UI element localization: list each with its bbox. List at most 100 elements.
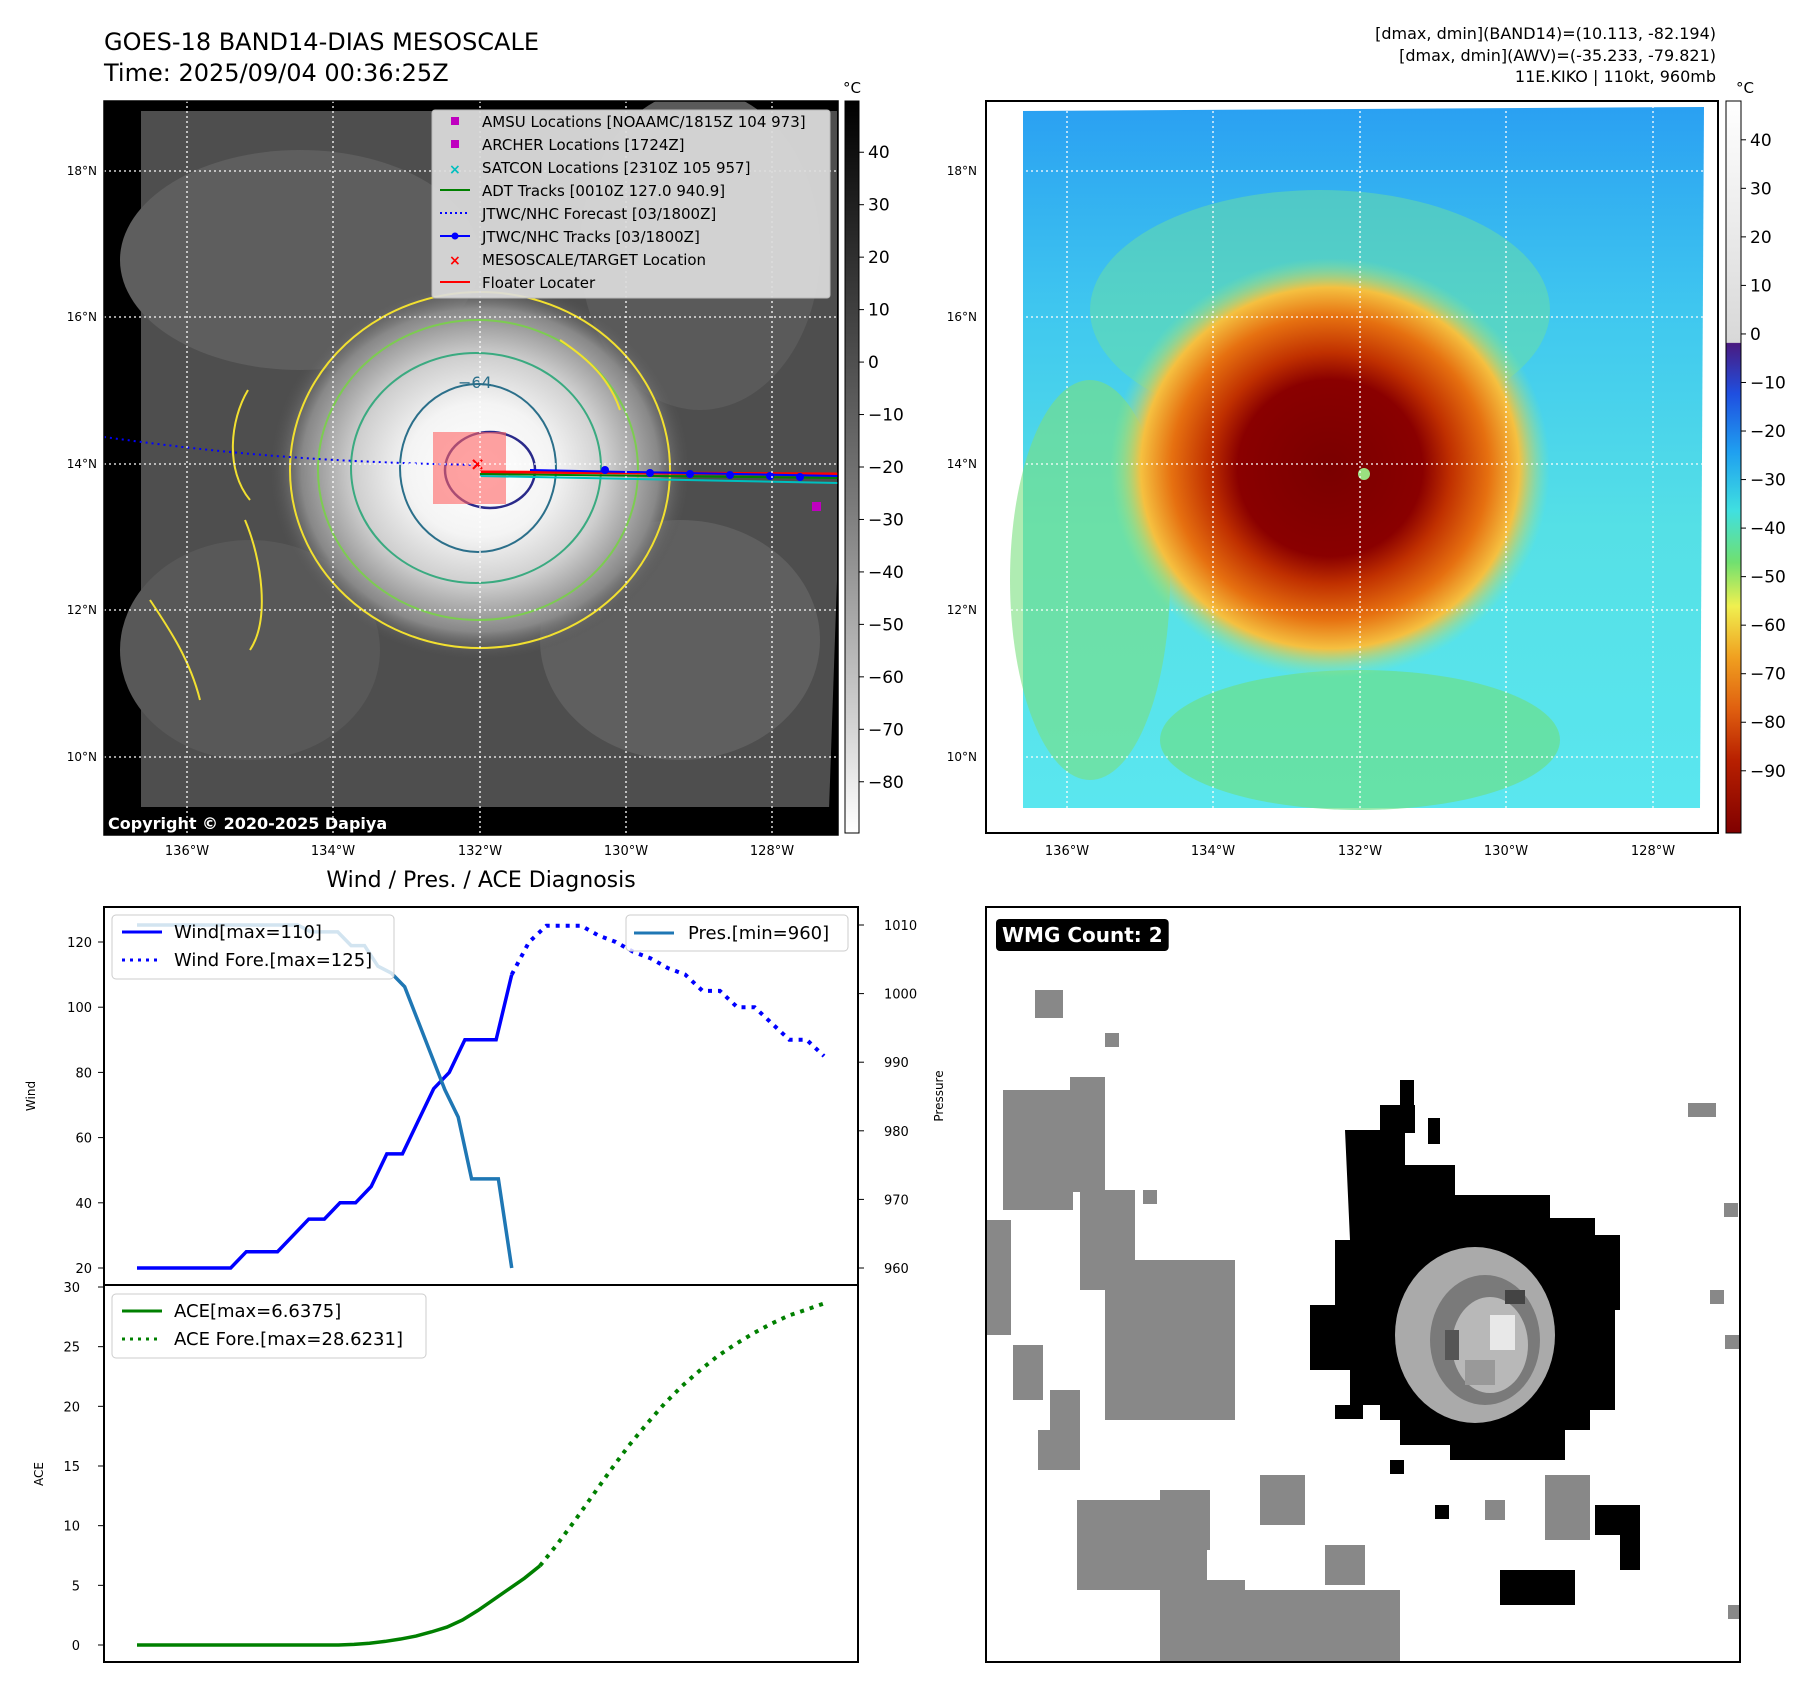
lat-tick-label: 14°N	[67, 457, 97, 471]
awv-colorbar: °C 40 30 20 10 0 −10 −20 −30 −40 −50 −60 −70 −80 −90	[1725, 79, 1786, 834]
lon-tick-label: 134°W	[1191, 844, 1235, 859]
lat-tick-label: 18°N	[67, 164, 97, 178]
ir-colorbar-unit: °C	[843, 79, 861, 97]
legend-floater: Floater Locater	[482, 274, 596, 292]
colorbar-tick-label: −20	[1750, 422, 1786, 442]
forecast-track	[103, 436, 481, 466]
colorbar-tick-label: 40	[1750, 131, 1772, 151]
legend-ace-fore: ACE Fore.[max=28.6231]	[174, 1329, 403, 1350]
lat-tick-label: 16°N	[67, 310, 97, 324]
ace-chart: ACE 0 5 10 15 20 25 30 ACE[max=6.6375] ACE For…	[32, 1281, 859, 1663]
colorbar-tick-label: 20	[868, 248, 890, 268]
track-lines: ×	[470, 454, 839, 511]
colorbar-tick-label: −40	[1750, 519, 1786, 539]
wind-forecast-line	[509, 923, 826, 1058]
colorbar-tick-label: 20	[1750, 228, 1772, 248]
lat-tick-label: 18°N	[947, 164, 977, 178]
colorbar-tick-label: 40	[868, 143, 890, 163]
figure-title-line1: GOES-18 BAND14-DIAS MESOSCALE	[104, 28, 539, 56]
colorbar-tick-label: −50	[868, 615, 904, 635]
legend-ace: ACE[max=6.6375]	[174, 1301, 341, 1322]
colorbar-tick-label: 0	[1750, 325, 1761, 345]
diagnosis-title: Wind / Pres. / ACE Diagnosis	[326, 868, 635, 893]
colorbar-tick-label: −50	[1750, 568, 1786, 588]
pressure-tick-label: 970	[884, 1193, 909, 1208]
wind-line	[137, 974, 514, 1270]
pressure-tick-label: 1000	[884, 988, 917, 1003]
pressure-tick-label: 980	[884, 1125, 909, 1140]
legend-satcon: SATCON Locations [2310Z 105 957]	[482, 159, 750, 177]
target-box	[433, 432, 506, 504]
colorbar-tick-label: −80	[1750, 713, 1786, 733]
lon-tick-label: 130°W	[604, 844, 648, 859]
colorbar-tick-label: −20	[868, 458, 904, 478]
svg-text:×: ×	[470, 454, 485, 475]
wmg-count-label: WMG Count: 2	[1002, 923, 1163, 947]
awv-colorbar-unit: °C	[1736, 79, 1754, 97]
colorbar-tick-label: −60	[1750, 616, 1786, 636]
info-line1: [dmax, dmin](BAND14)=(10.113, -82.194)	[1375, 24, 1716, 43]
lat-tick-label: 14°N	[947, 457, 977, 471]
awv-gridlines	[986, 101, 1718, 833]
colorbar-tick-label: −10	[1750, 373, 1786, 393]
lat-tick-label: 16°N	[947, 310, 977, 324]
wind-axis-label: Wind	[24, 1081, 38, 1111]
legend-forecast: JTWC/NHC Forecast [03/1800Z]	[481, 205, 716, 223]
colorbar-tick-label: −40	[868, 563, 904, 583]
legend-wind-fore: Wind Fore.[max=125]	[174, 950, 372, 971]
svg-text:×: ×	[449, 162, 461, 178]
colorbar-tick-label: 30	[868, 196, 890, 216]
lon-tick-label: 136°W	[165, 844, 209, 859]
lon-tick-label: 132°W	[458, 844, 502, 859]
lon-tick-label: 128°W	[1631, 844, 1675, 859]
contour-label: −64	[458, 373, 492, 392]
pres-legend: Pres.[min=960]	[625, 914, 849, 952]
lat-tick-label: 10°N	[67, 750, 97, 764]
figure-title-line2: Time: 2025/09/04 00:36:25Z	[103, 59, 449, 87]
wind-legend: Wind[max=110] Wind Fore.[max=125]	[111, 914, 395, 980]
lat-tick-label: 12°N	[947, 603, 977, 617]
wind-tick-label: 80	[75, 1066, 92, 1081]
colorbar-tick-label: −70	[1750, 665, 1786, 685]
info-line2: [dmax, dmin](AWV)=(-35.233, -79.821)	[1399, 46, 1716, 65]
ace-tick-label: 0	[72, 1639, 80, 1654]
colorbar-tick-label: −90	[1750, 762, 1786, 782]
colorbar-tick-label: −30	[1750, 471, 1786, 491]
lat-tick-label: 10°N	[947, 750, 977, 764]
colorbar-tick-label: −60	[868, 668, 904, 688]
awv-map-panel	[985, 100, 1719, 834]
legend-wind: Wind[max=110]	[174, 922, 322, 943]
ace-legend: ACE[max=6.6375] ACE Fore.[max=28.6231]	[111, 1293, 427, 1359]
wind-tick-label: 100	[67, 1001, 92, 1016]
ace-line	[137, 1564, 542, 1647]
ir-legend: × × AMSU Locations [NOAAMC/1815Z 104 973…	[431, 109, 831, 299]
pressure-tick-label: 990	[884, 1056, 909, 1071]
copyright: Copyright © 2020-2025 Dapiya	[108, 814, 387, 833]
wind-tick-label: 120	[67, 936, 92, 951]
legend-archer: ARCHER Locations [1724Z]	[482, 136, 685, 154]
pressure-tick-label: 960	[884, 1262, 909, 1277]
info-line3: 11E.KIKO | 110kt, 960mb	[1515, 67, 1716, 86]
pressure-tick-label: 1010	[884, 919, 917, 934]
colorbar-tick-label: −70	[868, 720, 904, 740]
legend-adt: ADT Tracks [0010Z 127.0 940.9]	[482, 182, 725, 200]
legend-amsu: AMSU Locations [NOAAMC/1815Z 104 973]	[482, 113, 806, 131]
colorbar-tick-label: 30	[1750, 179, 1772, 199]
wind-pressure-chart: Wind Pressure 20 40 60 80 100 120 960 970 980 990…	[24, 906, 946, 1286]
colorbar-tick-label: −80	[868, 773, 904, 793]
lat-tick-label: 12°N	[67, 603, 97, 617]
colorbar-tick-label: −30	[868, 510, 904, 530]
lon-tick-label: 132°W	[1338, 844, 1382, 859]
ir-map-panel: −64 ×	[103, 100, 839, 836]
colorbar-tick-label: 10	[868, 301, 890, 321]
lon-tick-label: 136°W	[1045, 844, 1089, 859]
svg-text:×: ×	[449, 253, 461, 269]
colorbar-tick-label: 0	[868, 353, 879, 373]
wmg-count-box	[996, 919, 1169, 951]
legend-target: MESOSCALE/TARGET Location	[482, 251, 706, 269]
legend-pres: Pres.[min=960]	[688, 923, 829, 944]
wind-tick-label: 60	[75, 1132, 92, 1147]
ace-tick-label: 25	[63, 1341, 80, 1356]
wmg-panel: WMG Count: 2	[985, 906, 1741, 1663]
ace-tick-label: 30	[63, 1281, 80, 1296]
